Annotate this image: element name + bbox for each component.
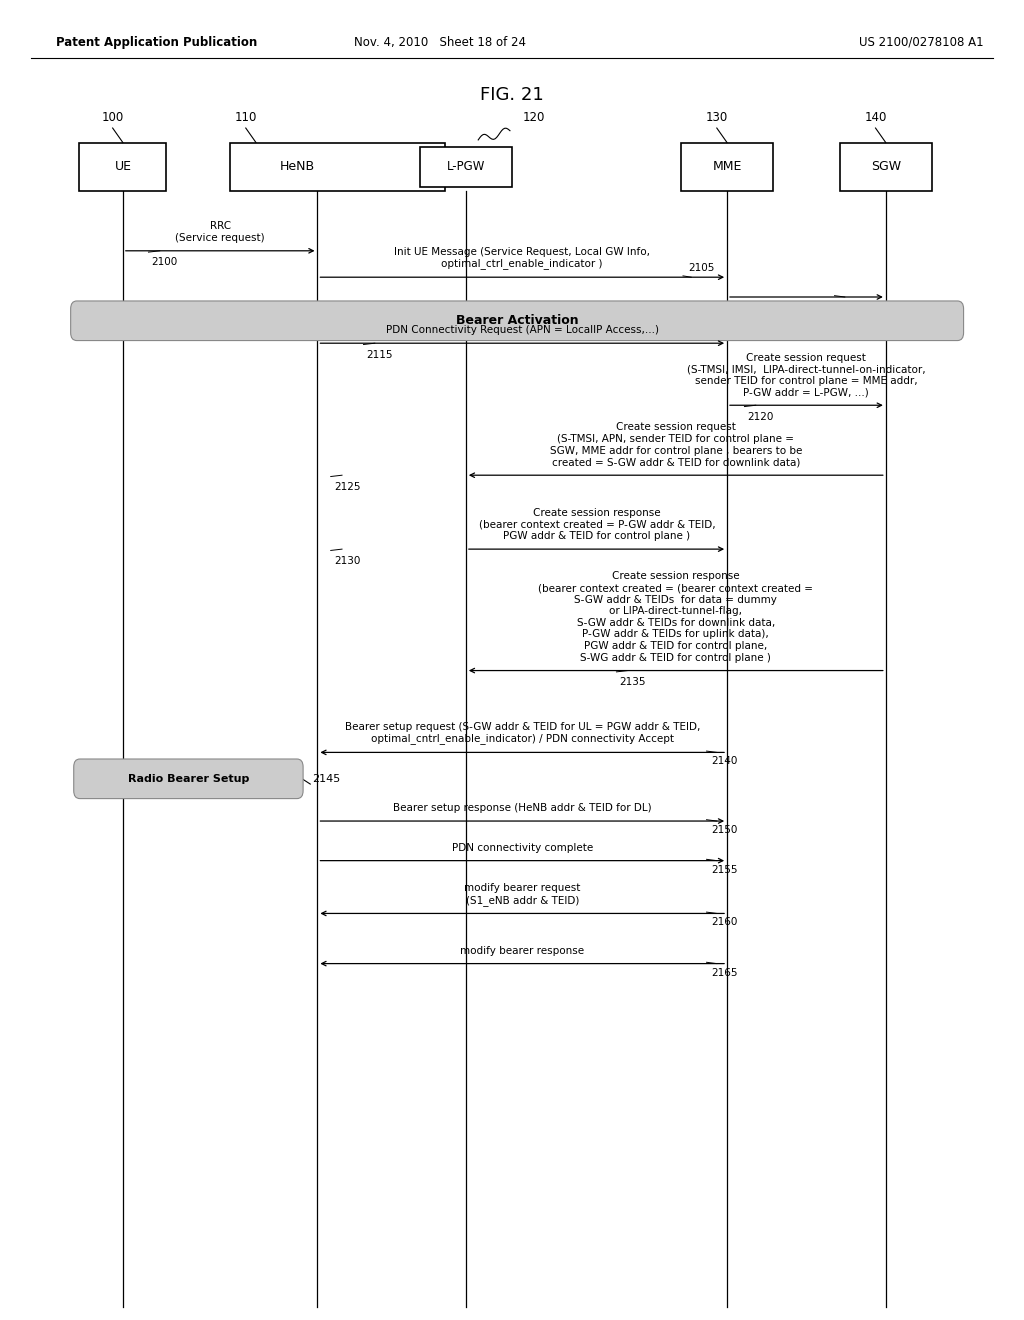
Text: Bearer setup response (HeNB addr & TEID for DL): Bearer setup response (HeNB addr & TEID … [393, 803, 651, 813]
Text: 2145: 2145 [312, 774, 341, 784]
Text: modify bearer request
(S1_eNB addr & TEID): modify bearer request (S1_eNB addr & TEI… [464, 883, 581, 906]
Text: 2125: 2125 [334, 482, 360, 492]
Text: 2135: 2135 [620, 677, 646, 688]
Text: FIG. 21: FIG. 21 [480, 86, 544, 104]
Text: 120: 120 [522, 111, 545, 124]
Bar [420, 147, 512, 187]
FancyBboxPatch shape [74, 759, 303, 799]
Text: 2140: 2140 [712, 756, 738, 767]
Text: 2105: 2105 [688, 263, 715, 273]
Text: L-PGW: L-PGW [446, 161, 485, 173]
Text: 2130: 2130 [334, 556, 360, 566]
Text: 100: 100 [101, 111, 124, 124]
Text: 2155: 2155 [712, 865, 738, 875]
Text: 2160: 2160 [712, 917, 738, 928]
Text: Bearer setup request (S-GW addr & TEID for UL = PGW addr & TEID,
optimal_cntrl_e: Bearer setup request (S-GW addr & TEID f… [344, 722, 700, 744]
Text: US 2100/0278108 A1: US 2100/0278108 A1 [859, 36, 984, 49]
Text: MME: MME [713, 161, 741, 173]
Text: Create session response
(bearer context created = (bearer context created =
S-GW: Create session response (bearer context … [539, 572, 813, 663]
Text: Bearer Activation: Bearer Activation [456, 314, 579, 327]
Text: 2120: 2120 [748, 412, 774, 422]
Text: Create session request
(S-TMSI, APN, sender TEID for control plane =
SGW, MME ad: Create session request (S-TMSI, APN, sen… [550, 422, 802, 467]
Text: 110: 110 [234, 111, 257, 124]
Text: 140: 140 [864, 111, 887, 124]
Text: 2165: 2165 [712, 968, 738, 978]
Bar [681, 143, 773, 191]
Bar [79, 143, 166, 191]
Text: SGW: SGW [870, 161, 901, 173]
Text: PDN connectivity complete: PDN connectivity complete [452, 842, 593, 853]
Text: RRC
(Service request): RRC (Service request) [175, 222, 265, 243]
Text: 2100: 2100 [152, 257, 178, 268]
Text: Init UE Message (Service Request, Local GW Info,
optimal_ctrl_enable_indicator ): Init UE Message (Service Request, Local … [394, 247, 650, 269]
Text: Create session response
(bearer context created = P-GW addr & TEID,
PGW addr & T: Create session response (bearer context … [478, 508, 716, 541]
Text: PDN Connectivity Request (APN = LocalIP Access,...): PDN Connectivity Request (APN = LocalIP … [386, 325, 658, 335]
Text: 2150: 2150 [712, 825, 738, 836]
Text: Nov. 4, 2010   Sheet 18 of 24: Nov. 4, 2010 Sheet 18 of 24 [354, 36, 526, 49]
Text: Create session request
(S-TMSI, IMSI,  LIPA-direct-tunnel-on-indicator,
sender T: Create session request (S-TMSI, IMSI, LI… [686, 352, 926, 397]
FancyBboxPatch shape [71, 301, 964, 341]
Text: UE: UE [115, 161, 131, 173]
Bar [230, 143, 445, 191]
Text: 2115: 2115 [367, 350, 393, 360]
Text: HeNB: HeNB [280, 161, 314, 173]
Text: Radio Bearer Setup: Radio Bearer Setup [128, 774, 249, 784]
Bar [840, 143, 932, 191]
Text: 130: 130 [706, 111, 728, 124]
Text: 2110: 2110 [840, 301, 866, 312]
Text: Patent Application Publication: Patent Application Publication [56, 36, 258, 49]
Text: modify bearer response: modify bearer response [460, 945, 585, 956]
